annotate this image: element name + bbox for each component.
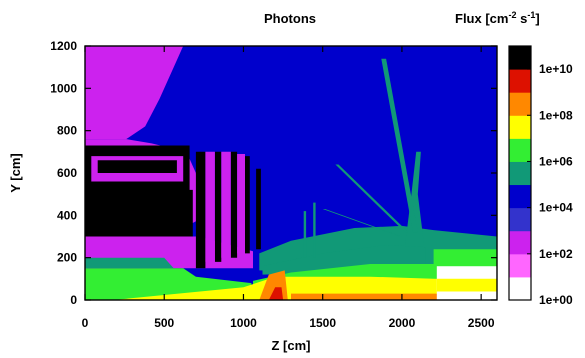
region-vert-slab-3 <box>230 151 238 258</box>
colorbar-band <box>509 276 531 301</box>
heatmap-regions <box>85 46 497 300</box>
colorbar-title-base: Flux [cm <box>455 11 508 26</box>
x-tick-label: 2500 <box>468 316 495 330</box>
x-tick-label: 1000 <box>230 316 257 330</box>
region-slab-gap-2 <box>221 151 231 258</box>
region-jet-2 <box>335 164 409 233</box>
colorbar-band <box>509 161 531 186</box>
region-stalk-2 <box>313 202 316 258</box>
colorbar-band <box>509 253 531 278</box>
region-right-yellow <box>436 278 497 292</box>
region-left-mid-green <box>85 257 174 269</box>
region-left-mid-block <box>85 189 193 237</box>
colorbar-title-exp: -2 <box>508 10 516 20</box>
x-tick-label: 0 <box>82 316 89 330</box>
region-vert-slab-5 <box>256 168 261 250</box>
colorbar-title-exp2: -1 <box>527 10 535 20</box>
region-vert-slab-2 <box>214 151 222 262</box>
chart-title: Photons <box>264 11 316 26</box>
x-axis-label: Z [cm] <box>272 338 311 353</box>
colorbar-tick-label: 1e+04 <box>539 201 573 215</box>
colorbar-tick-label: 1e+10 <box>539 62 573 76</box>
colorbar-title: Flux [cm-2 s-1] <box>455 10 540 26</box>
region-orange-floor-strip <box>291 293 450 300</box>
region-upper-left-halo <box>85 46 184 140</box>
colorbar-band <box>509 115 531 139</box>
region-left-shield-slots <box>97 160 177 173</box>
colorbar-band <box>509 230 531 255</box>
colorbar-tick-label: 1e+00 <box>539 293 573 307</box>
colorbar-band <box>509 207 531 232</box>
colorbar-tick-label: 1e+06 <box>539 154 573 168</box>
y-tick-label: 800 <box>57 124 77 138</box>
region-vert-slab-4 <box>245 156 250 254</box>
x-tick-label: 2000 <box>389 316 416 330</box>
region-stalk-1 <box>303 211 307 258</box>
y-tick-label: 400 <box>57 208 77 222</box>
region-right-green-top <box>433 249 497 267</box>
colorbar-tick-label: 1e+02 <box>539 247 573 261</box>
region-vert-slab-1 <box>195 151 206 269</box>
y-tick-label: 1200 <box>50 39 77 53</box>
y-axis-label: Y [cm] <box>8 153 23 193</box>
colorbar-title-mid: s <box>516 11 527 26</box>
region-slab-gap-3 <box>237 154 245 254</box>
region-red-core <box>268 287 284 300</box>
region-plume <box>405 151 425 245</box>
y-tick-label: 1000 <box>50 81 77 95</box>
x-tick-label: 500 <box>154 316 174 330</box>
y-tick-label: 200 <box>57 251 77 265</box>
colorbar-band <box>509 138 531 162</box>
colorbar: 1e+00 1e+02 1e+04 1e+06 1e+08 1e+10 <box>508 45 573 307</box>
colorbar-band <box>509 92 531 116</box>
x-tick-label: 1500 <box>309 316 336 330</box>
region-jet-1 <box>381 58 418 233</box>
colorbar-band <box>509 184 531 209</box>
colorbar-band <box>509 46 531 70</box>
colorbar-band <box>509 69 531 93</box>
colorbar-tick-label: 1e+08 <box>539 108 573 122</box>
y-tick-label: 600 <box>57 166 77 180</box>
colorbar-frame <box>508 45 532 301</box>
region-slab-gap-1 <box>205 151 215 262</box>
y-tick-label: 0 <box>70 293 77 307</box>
y-axis: 0 200 400 600 800 1000 1200 <box>50 39 497 307</box>
x-axis: 0 500 1000 1500 2000 2500 <box>82 46 495 330</box>
region-jet-3 <box>322 209 402 237</box>
colorbar-title-end: ] <box>535 11 539 26</box>
